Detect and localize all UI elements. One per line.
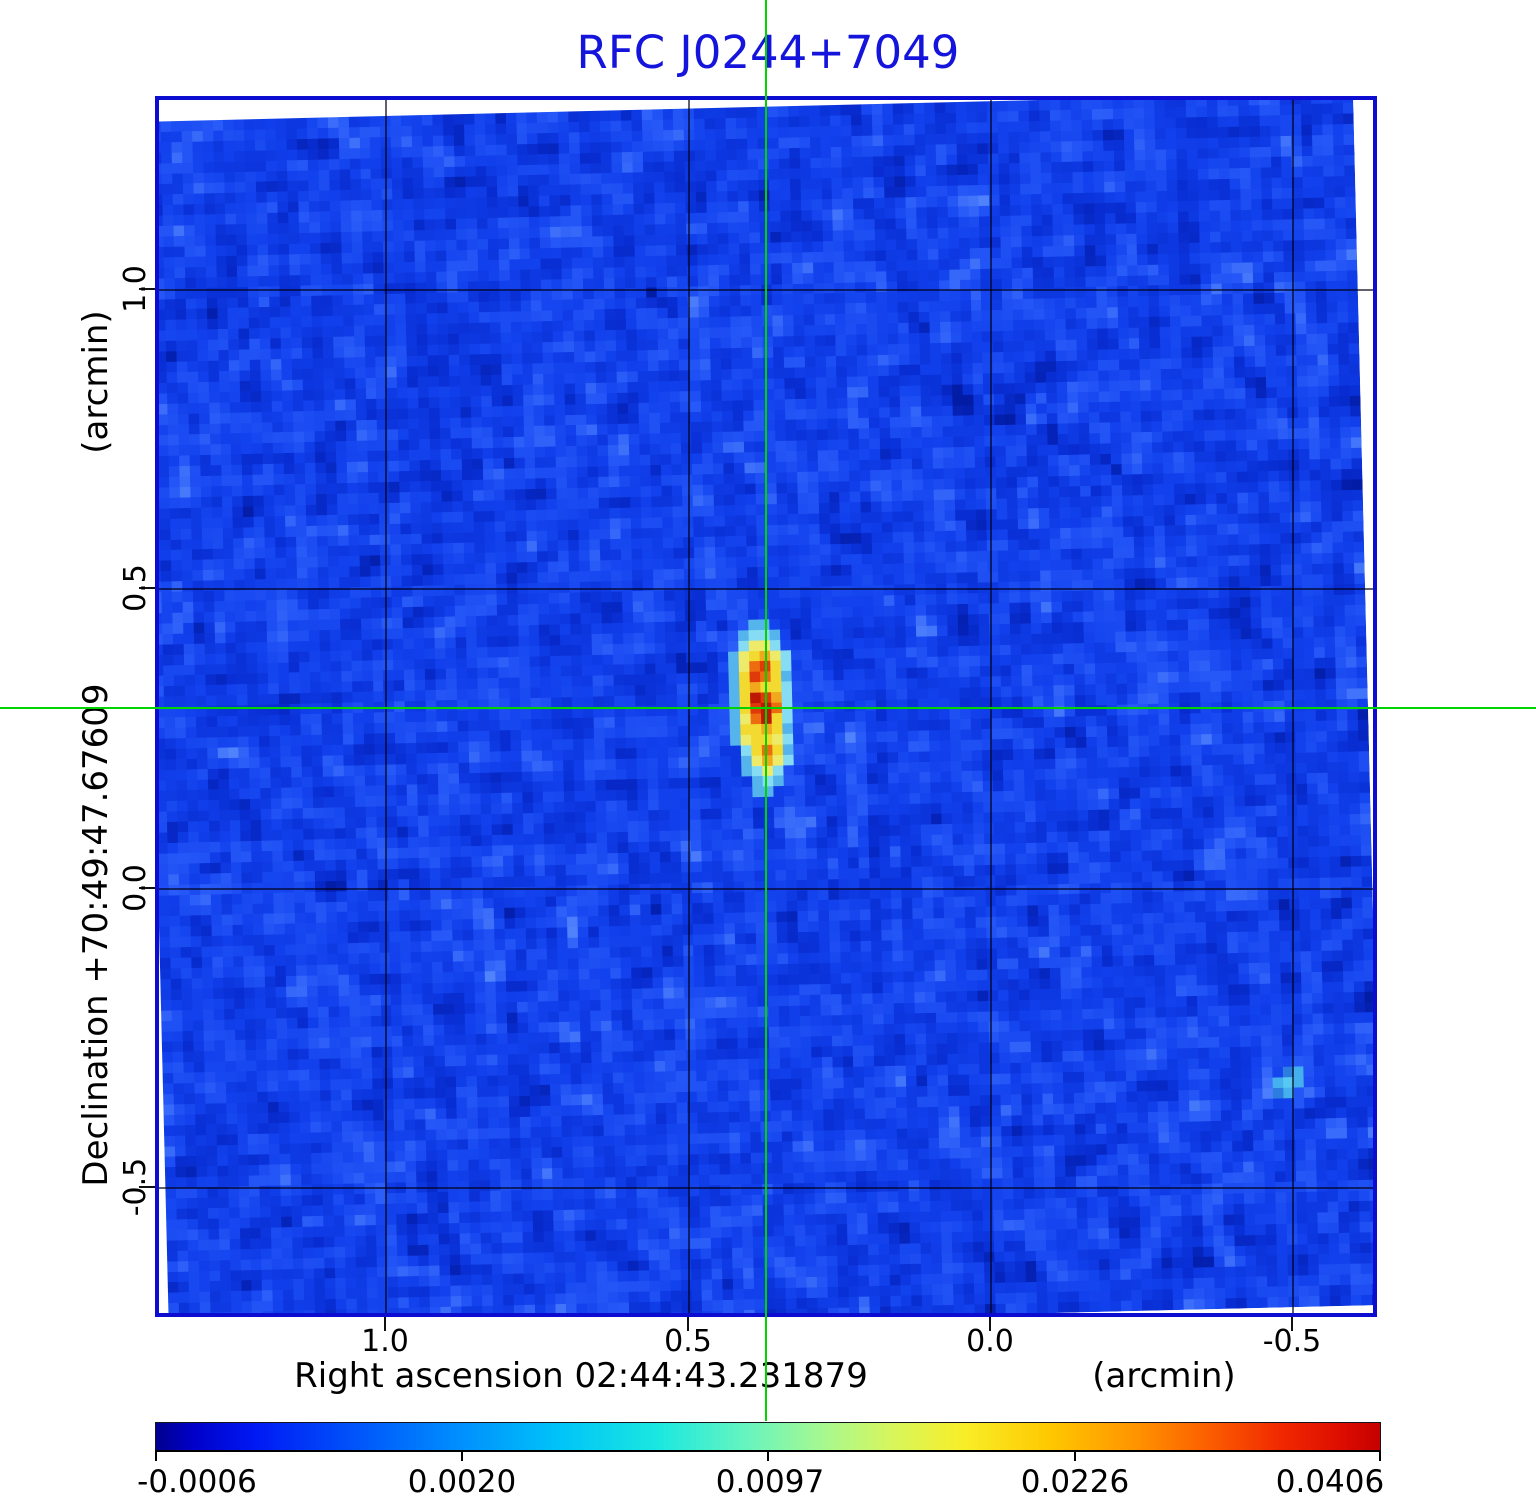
- x-axis-tick-mark: [1291, 1317, 1293, 1331]
- grid-line-ra--0.5: [1292, 100, 1294, 1313]
- colorbar-tick-label: 0.0097: [715, 1464, 825, 1500]
- y-axis-tick-mark: [139, 587, 155, 589]
- crosshair-horizontal-line: [0, 707, 1536, 709]
- x-tick-label: 1.0: [361, 1324, 409, 1359]
- colorbar-tick-label: 0.0406: [1275, 1464, 1385, 1500]
- y-axis-tick-mark: [139, 288, 155, 290]
- colorbar-tick-mark: [767, 1452, 769, 1461]
- x-axis-label: Right ascension 02:44:43.231879: [294, 1356, 868, 1396]
- colorbar: [155, 1422, 1381, 1452]
- x-axis-unit: (arcmin): [1092, 1356, 1236, 1396]
- x-axis-tick-mark: [384, 1317, 386, 1331]
- colorbar-tick-mark: [1379, 1452, 1381, 1461]
- y-tick-label: -0.5: [118, 1157, 153, 1217]
- y-axis-label: Declination +70:49:47.67609: [76, 683, 116, 1187]
- x-tick-label: 0.5: [664, 1324, 712, 1359]
- figure-title: RFC J0244+7049: [576, 26, 960, 79]
- y-axis-tick-mark: [139, 1186, 155, 1188]
- x-axis-tick-mark: [687, 1317, 689, 1331]
- x-tick-label: 0.0: [966, 1324, 1014, 1359]
- y-tick-label: 0.0: [118, 864, 153, 912]
- colorbar-tick-label: 0.0226: [1020, 1464, 1130, 1500]
- crosshair-vertical-line: [765, 0, 767, 1421]
- colorbar-tick-mark: [1074, 1452, 1076, 1461]
- y-tick-label: 1.0: [118, 265, 153, 313]
- grid-line-ra-1.0: [385, 100, 387, 1313]
- x-axis-tick-mark: [989, 1317, 991, 1331]
- y-axis-unit: (arcmin): [76, 310, 116, 454]
- colorbar-tick-mark: [461, 1452, 463, 1461]
- y-axis-tick-mark: [139, 887, 155, 889]
- colorbar-tick-label: 0.0020: [407, 1464, 517, 1500]
- grid-line-ra-0.5: [688, 100, 690, 1313]
- colorbar-tick-mark: [155, 1452, 157, 1461]
- y-tick-label: 0.5: [118, 564, 153, 612]
- x-tick-label: -0.5: [1262, 1324, 1322, 1359]
- grid-line-ra-0.0: [990, 100, 992, 1313]
- colorbar-tick-label: -0.0006: [137, 1464, 257, 1500]
